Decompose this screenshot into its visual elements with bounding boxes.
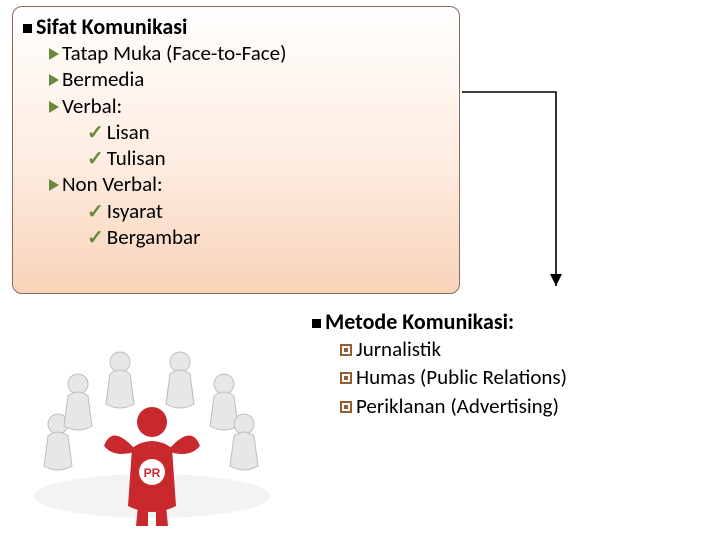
sifat-item-label: Tatap Muka (Face-to-Face)	[62, 40, 287, 66]
check-bullet-icon: ✓	[87, 228, 104, 248]
hollow-square-bullet-icon	[340, 401, 352, 413]
hollow-square-bullet-icon	[340, 344, 352, 356]
metode-komunikasi-box: Metode Komunikasi: Jurnalistik Humas (Pu…	[312, 308, 708, 420]
metode-item: Periklanan (Advertising)	[340, 392, 708, 420]
metode-item-label: Periklanan (Advertising)	[356, 393, 559, 419]
arrow-bullet-icon	[49, 101, 59, 113]
arrow-bullet-icon	[49, 74, 59, 86]
sifat-item: Verbal:	[49, 93, 449, 119]
sifat-subitem-label: Tulisan	[107, 145, 166, 171]
sifat-item: Bermedia	[49, 66, 449, 92]
sifat-item-label: Bermedia	[62, 66, 144, 92]
sifat-title: Sifat Komunikasi	[23, 13, 449, 40]
hollow-square-bullet-icon	[340, 372, 352, 384]
metode-title: Metode Komunikasi:	[312, 308, 708, 335]
sifat-subitem-label: Bergambar	[107, 224, 201, 250]
metode-item: Humas (Public Relations)	[340, 363, 708, 391]
metode-item-label: Humas (Public Relations)	[356, 364, 567, 390]
square-bullet-icon	[312, 308, 325, 335]
connector-arrow-icon	[460, 90, 580, 300]
check-bullet-icon: ✓	[87, 202, 104, 222]
square-bullet-icon	[23, 13, 36, 40]
sifat-subitem: ✓Tulisan	[87, 145, 449, 171]
metode-item: Jurnalistik	[340, 335, 708, 363]
sifat-subitem-label: Isyarat	[107, 198, 163, 224]
sifat-subitem-label: Lisan	[107, 119, 150, 145]
sifat-subitem: ✓Isyarat	[87, 198, 449, 224]
svg-text:PR: PR	[144, 466, 161, 480]
check-bullet-icon: ✓	[87, 123, 104, 143]
metode-item-label: Jurnalistik	[356, 336, 441, 362]
sifat-komunikasi-box: Sifat Komunikasi Tatap Muka (Face-to-Fac…	[12, 6, 460, 294]
arrow-bullet-icon	[49, 48, 59, 60]
sifat-item: Non Verbal:	[49, 171, 449, 197]
sifat-item-label: Non Verbal:	[62, 171, 163, 197]
check-bullet-icon: ✓	[87, 149, 104, 169]
pr-illustration-icon: PR	[20, 336, 285, 526]
sifat-subitem: ✓Lisan	[87, 119, 449, 145]
sifat-item: Tatap Muka (Face-to-Face)	[49, 40, 449, 66]
sifat-item-label: Verbal:	[62, 93, 122, 119]
metode-title-text: Metode Komunikasi:	[325, 308, 514, 335]
arrow-bullet-icon	[49, 179, 59, 191]
sifat-title-text: Sifat Komunikasi	[36, 13, 187, 40]
sifat-subitem: ✓Bergambar	[87, 224, 449, 250]
